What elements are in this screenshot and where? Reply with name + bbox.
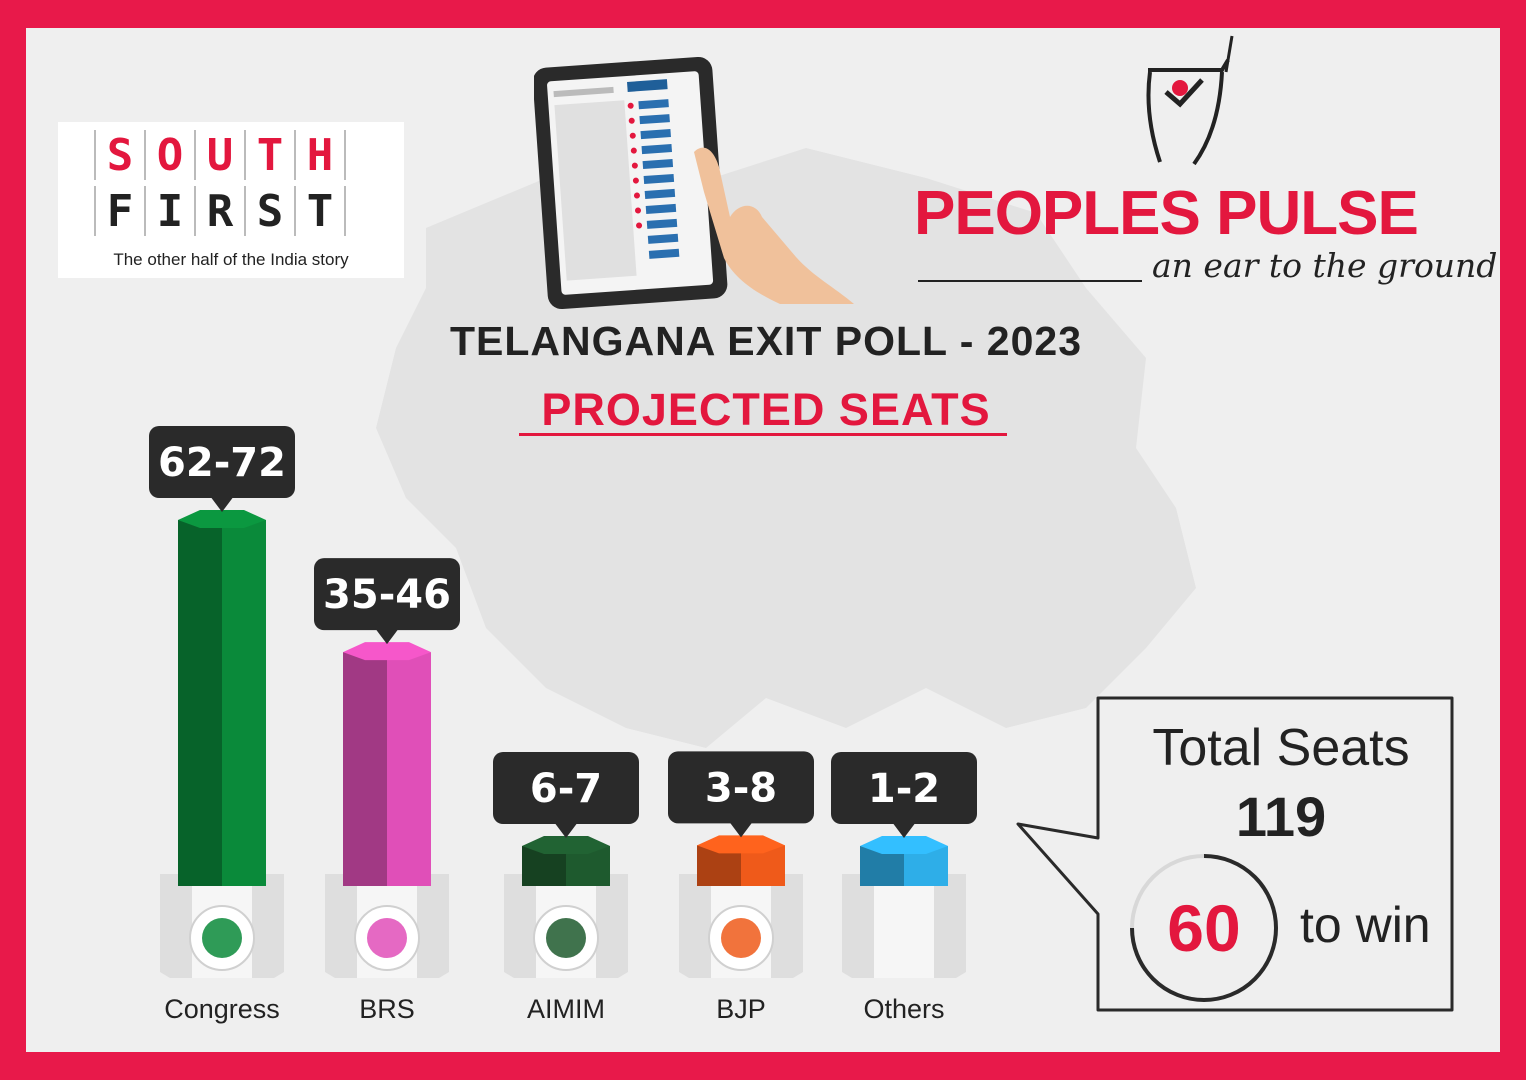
majority-mark-label: to win <box>1300 897 1431 953</box>
value-label: 35-46 <box>323 572 451 618</box>
logo-letter: T <box>296 186 346 237</box>
party-symbol-mark <box>546 918 586 958</box>
peoples-pulse-tagline: an ear to the ground <box>1152 246 1498 285</box>
majority-mark-value: 60 <box>1167 891 1241 965</box>
logo-letter: I <box>146 186 196 237</box>
value-label: 1-2 <box>868 766 940 812</box>
bar-top-cap <box>860 836 948 854</box>
party-symbol-mark <box>721 918 761 958</box>
infographic-frame: S O U T H F I R S T The other half of th… <box>26 28 1500 1052</box>
value-callout <box>493 752 639 824</box>
bar-top-cap <box>178 510 266 528</box>
bar-top-cap <box>343 642 431 661</box>
callout-pointer <box>892 822 916 838</box>
south-first-logo-row-south: S O U T H <box>94 130 346 181</box>
logo-letter: R <box>196 186 246 237</box>
bar-top-cap <box>522 836 610 854</box>
logo-letter: T <box>246 130 296 181</box>
value-label: 62-72 <box>158 440 286 486</box>
logo-letter: F <box>94 186 146 237</box>
value-callout <box>314 558 460 631</box>
voting-machine-illustration <box>534 56 854 310</box>
value-label: 3-8 <box>705 765 777 811</box>
subtitle-underline <box>519 433 1007 436</box>
value-callout <box>149 426 295 498</box>
south-first-tagline: The other half of the India story <box>113 250 349 269</box>
bar-congress <box>222 520 266 886</box>
party-symbol-mark <box>367 918 407 958</box>
peoples-pulse-title: PEOPLES PULSE <box>914 179 1419 248</box>
category-label: BJP <box>716 994 766 1024</box>
category-label: AIMIM <box>527 994 605 1024</box>
south-first-logo-row-first: F I R S T <box>94 186 346 237</box>
chart-subtitle: PROJECTED SEATS <box>541 384 991 435</box>
value-label: 6-7 <box>530 766 602 812</box>
value-callout <box>831 752 977 824</box>
callout-pointer <box>210 496 234 512</box>
page-title: TELANGANA EXIT POLL - 2023 <box>450 318 1082 364</box>
category-label: BRS <box>359 994 415 1024</box>
total-seats-callout <box>1016 696 1454 1012</box>
logo-letter: S <box>246 186 296 237</box>
logo-letter: H <box>296 130 346 181</box>
peoples-pulse-emblem-icon <box>1146 35 1234 166</box>
callout-pointer <box>554 822 578 838</box>
bar-left-face <box>178 520 222 886</box>
bar-top-cap <box>697 835 785 854</box>
pedestal-face <box>874 874 934 978</box>
south-first-logo: S O U T H F I R S T The other half of th… <box>58 122 404 278</box>
callout-pointer <box>375 628 399 645</box>
total-seats-value: 119 <box>1235 785 1327 848</box>
logo-letter: U <box>196 130 246 181</box>
category-label: Congress <box>164 994 280 1024</box>
value-callout <box>668 751 814 824</box>
total-seats-label: Total Seats <box>1152 719 1410 777</box>
logo-letter: S <box>94 130 146 181</box>
logo-letter: O <box>146 130 196 181</box>
category-label: Others <box>863 994 944 1024</box>
projected-seats-chart: 62-72 Congress 35-46 BRS 6-7 AIMIM 3-8 BJP 1-2 Ot… <box>149 426 977 1024</box>
bar-brs <box>387 652 431 886</box>
party-symbol-mark <box>202 918 242 958</box>
callout-pointer <box>729 821 753 838</box>
bar-left-face <box>343 652 387 886</box>
peoples-pulse-divider <box>918 280 1142 282</box>
